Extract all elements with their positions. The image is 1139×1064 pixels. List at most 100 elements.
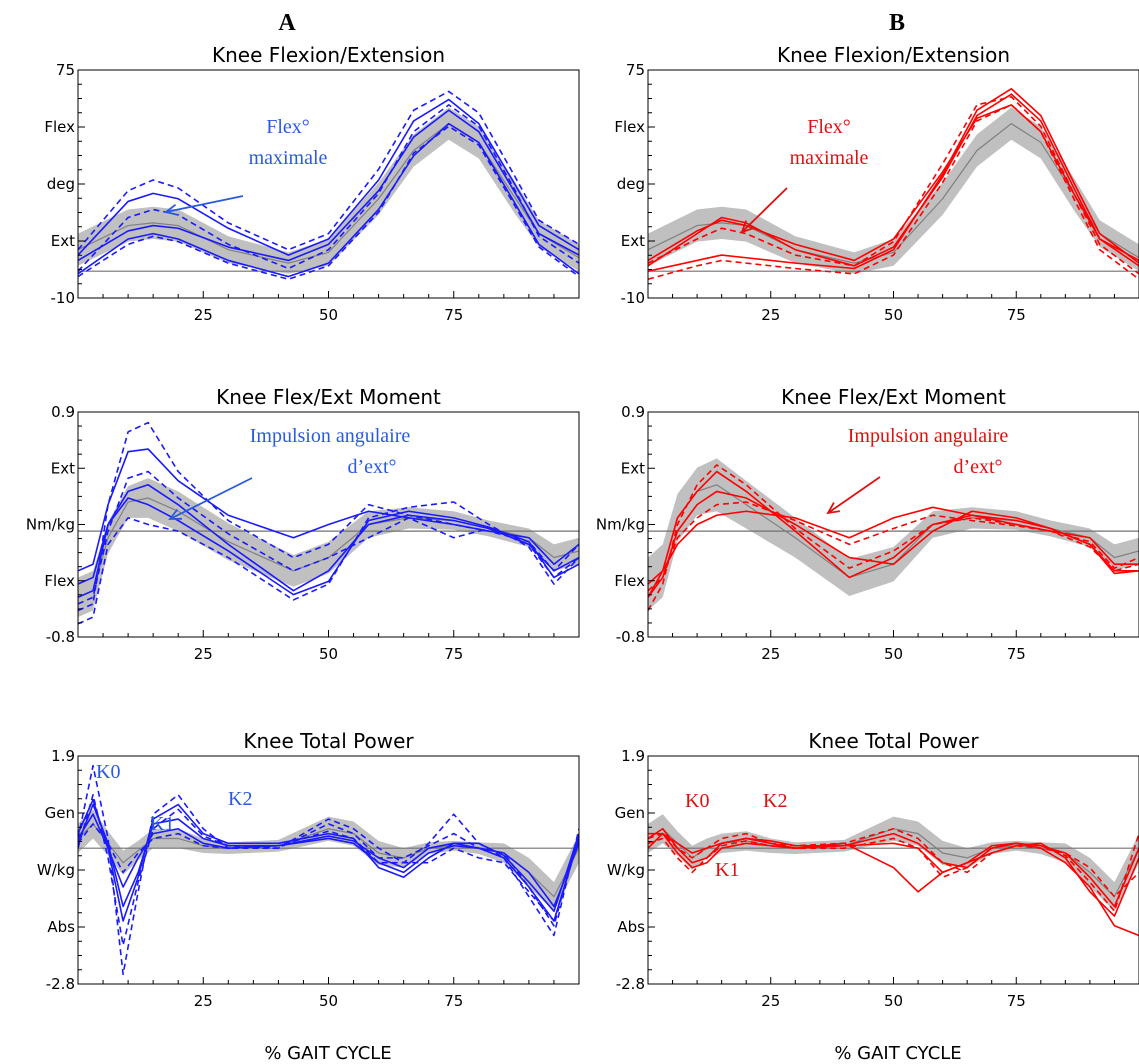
annotation-line2: maximale bbox=[790, 147, 869, 169]
x-axis-label-b: % GAIT CYCLE bbox=[834, 1043, 961, 1064]
y-tick-label: Gen bbox=[45, 804, 75, 822]
annotation-line2: d’ext° bbox=[953, 456, 1002, 478]
y-tick-label: -10 bbox=[621, 289, 646, 307]
series-line-5 bbox=[648, 501, 1139, 592]
panel-title: Knee Flexion/Extension bbox=[777, 43, 1010, 67]
panel-b-bottom: Knee Total Power 1.9 Gen W/kg Abs -2.8 25 50 75 K… bbox=[607, 729, 1139, 1010]
y-tick-label: W/kg bbox=[37, 861, 75, 879]
annotation-arrow bbox=[165, 195, 244, 213]
y-tick-label: Ext bbox=[621, 232, 645, 250]
phase-label-k1: K1 bbox=[715, 859, 739, 881]
panel-title: Knee Flex/Ext Moment bbox=[216, 385, 441, 409]
normal-band bbox=[78, 809, 579, 912]
normal-mean-line bbox=[78, 497, 579, 598]
y-tick-label: -10 bbox=[51, 289, 76, 307]
plot-area bbox=[78, 764, 579, 976]
normal-band bbox=[78, 478, 579, 618]
y-tick-label: Nm/kg bbox=[26, 516, 75, 534]
phase-label-k2: K2 bbox=[763, 790, 787, 812]
series-line-5 bbox=[78, 794, 579, 946]
x-tick-label: 50 bbox=[884, 645, 903, 663]
y-tick-label: deg bbox=[617, 175, 645, 193]
series-line-2 bbox=[78, 122, 579, 278]
y-tick-label: Flex bbox=[614, 572, 645, 590]
x-axis-label-a: % GAIT CYCLE bbox=[264, 1043, 391, 1064]
series-line-4 bbox=[78, 764, 579, 976]
y-tick-label: 0.9 bbox=[51, 403, 75, 421]
series-line-3 bbox=[648, 490, 1139, 598]
normal-mean-line bbox=[648, 122, 1139, 264]
series-line-5 bbox=[648, 96, 1139, 275]
x-tick-label: 25 bbox=[194, 992, 213, 1010]
panel-title: Knee Flex/Ext Moment bbox=[781, 385, 1006, 409]
panel-a-bottom: Knee Total Power 1.9 Gen W/kg Abs -2.8 25 50 75 K… bbox=[37, 729, 580, 1010]
arrow-head bbox=[740, 220, 754, 234]
series-line-3 bbox=[648, 832, 1139, 937]
x-tick-label: 75 bbox=[444, 645, 463, 663]
y-tick-label: Ext bbox=[51, 232, 75, 250]
annotation-line1: Impulsion angulaire bbox=[848, 425, 1009, 447]
series-line-6 bbox=[78, 818, 579, 922]
annotation-arrow bbox=[169, 477, 253, 520]
normal-band bbox=[648, 458, 1139, 611]
series-line-4 bbox=[648, 464, 1139, 611]
arrow-head bbox=[163, 203, 178, 216]
y-tick-label: 1.9 bbox=[621, 747, 645, 765]
series-line-6 bbox=[78, 125, 579, 281]
panels: Knee Flexion/Extension 75 Flex deg Ext -10 25 5… bbox=[26, 43, 1139, 1010]
phase-label-k2: K2 bbox=[228, 788, 252, 810]
series-line-4 bbox=[78, 90, 579, 251]
normal-mean-line bbox=[78, 122, 579, 264]
annotation-line1: Flex° bbox=[266, 116, 310, 138]
panel-title: Knee Flexion/Extension bbox=[212, 43, 445, 67]
normal-band bbox=[648, 107, 1139, 274]
y-tick-label: 1.9 bbox=[51, 747, 75, 765]
y-tick-label: -0.8 bbox=[616, 628, 645, 646]
plot-area bbox=[648, 458, 1139, 611]
plot-area bbox=[648, 87, 1139, 280]
phase-label-k1: K1 bbox=[150, 813, 174, 835]
phase-label-k0: K0 bbox=[685, 790, 709, 812]
panel-title: Knee Total Power bbox=[243, 729, 414, 753]
series-line-2 bbox=[648, 506, 1139, 585]
series-line-2 bbox=[78, 803, 579, 922]
y-tick-label: Abs bbox=[617, 918, 645, 936]
panel-a-mid: Knee Flex/Ext Moment 0.9 Ext Nm/kg Flex -0.8 2… bbox=[26, 385, 580, 663]
series-line-6 bbox=[78, 470, 579, 605]
plot-area bbox=[78, 90, 579, 281]
phase-label-k0: K0 bbox=[96, 761, 120, 783]
arrow-head bbox=[168, 508, 183, 520]
annotation-line1: Flex° bbox=[807, 116, 851, 138]
series-line-3 bbox=[78, 497, 579, 599]
y-tick-label: W/kg bbox=[607, 861, 645, 879]
plot-frame bbox=[77, 755, 580, 985]
y-tick-label: -2.8 bbox=[616, 975, 645, 993]
x-tick-label: 75 bbox=[1007, 992, 1026, 1010]
y-tick-label: 75 bbox=[56, 61, 75, 79]
panel-b-mid: Knee Flex/Ext Moment 0.9 Ext Nm/kg Flex -0.8 2… bbox=[596, 385, 1139, 663]
annotation-line2: maximale bbox=[249, 147, 328, 169]
y-tick-label: Flex bbox=[44, 572, 75, 590]
column-label-b: B bbox=[889, 10, 905, 36]
y-tick-label: -0.8 bbox=[46, 628, 75, 646]
series-line-2 bbox=[648, 87, 1139, 272]
x-tick-label: 50 bbox=[319, 306, 338, 324]
column-label-a: A bbox=[278, 10, 296, 36]
x-tick-label: 50 bbox=[884, 992, 903, 1010]
x-tick-label: 75 bbox=[444, 306, 463, 324]
x-tick-label: 75 bbox=[1007, 645, 1026, 663]
x-tick-label: 25 bbox=[761, 645, 780, 663]
y-tick-label: deg bbox=[47, 175, 75, 193]
panel-a-top: Knee Flexion/Extension 75 Flex deg Ext -10 25 5… bbox=[44, 43, 580, 324]
series-line-4 bbox=[648, 104, 1139, 280]
annotation-arrow bbox=[741, 187, 788, 233]
y-tick-label: 0.9 bbox=[621, 403, 645, 421]
x-tick-label: 25 bbox=[194, 645, 213, 663]
series-line-3 bbox=[78, 98, 579, 256]
normal-band bbox=[78, 107, 579, 274]
x-tick-label: 75 bbox=[1007, 306, 1026, 324]
annotation-line1: Impulsion angulaire bbox=[250, 425, 411, 447]
y-tick-label: -2.8 bbox=[46, 975, 75, 993]
normal-band bbox=[648, 814, 1139, 912]
y-tick-label: Ext bbox=[51, 459, 75, 477]
